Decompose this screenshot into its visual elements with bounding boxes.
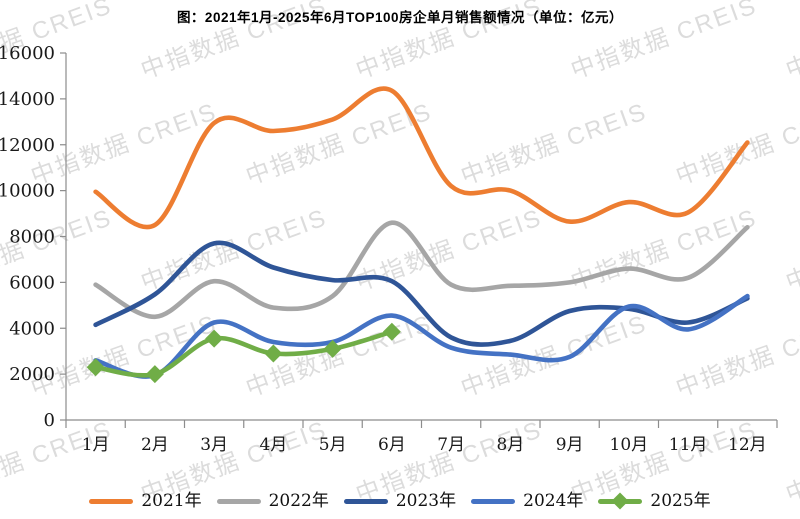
legend-label: 2021年: [141, 491, 202, 511]
series-marker-2025年: [145, 365, 164, 384]
y-tick-label: 2000: [9, 364, 55, 385]
series-line-2021年: [93, 86, 750, 230]
legend-label: 2024年: [523, 491, 584, 511]
legend-swatch-icon: [343, 499, 388, 504]
series-line-2024年: [93, 293, 750, 379]
sales-line-chart: 0 2000 4000 6000 8000 10000 12000 14000 16000 1月 2…: [0, 43, 778, 455]
y-tick-label: 0: [44, 410, 55, 431]
chart-legend: 2021年 2022年 2023年 2024年 2025年: [0, 493, 800, 510]
legend-swatch-icon: [216, 499, 261, 504]
y-tick-label: 8000: [9, 227, 55, 248]
x-tick-label: 11月: [669, 435, 708, 455]
series-marker-2025年: [382, 322, 401, 341]
series-line-2023年: [93, 240, 750, 347]
y-tick-label: 12000: [0, 135, 55, 156]
series-marker-2025年: [86, 358, 105, 377]
x-tick-label: 10月: [610, 435, 649, 455]
legend-item-2023年: 2023年: [343, 491, 457, 511]
x-tick-label: 9月: [556, 435, 584, 455]
y-tick-label: 6000: [9, 272, 55, 293]
series-line-2022年: [93, 220, 750, 320]
y-tick-label: 16000: [0, 43, 55, 64]
x-tick-label: 4月: [259, 435, 287, 455]
legend-label: 2025年: [650, 491, 711, 511]
legend-item-2024年: 2024年: [471, 493, 583, 510]
y-tick-label: 4000: [9, 318, 55, 339]
series-marker-2025年: [323, 339, 342, 358]
x-tick-label: 2月: [141, 435, 169, 455]
series-marker-2025年: [205, 329, 224, 348]
x-tick-label: 7月: [437, 435, 465, 455]
legend-swatch-icon: [598, 492, 643, 510]
y-tick-label: 10000: [0, 181, 55, 202]
legend-item-2022年: 2022年: [216, 491, 329, 511]
legend-label: 2022年: [268, 491, 329, 511]
x-tick-label: 8月: [496, 435, 524, 455]
legend-swatch-icon: [471, 499, 516, 504]
legend-diamond-icon: [611, 492, 629, 510]
legend-item-2021年: 2021年: [89, 491, 202, 511]
legend-item-2025年: 2025年: [598, 491, 711, 511]
x-tick-label: 5月: [319, 435, 347, 455]
legend-swatch-icon: [89, 499, 134, 504]
chart-title: 图：2021年1月-2025年6月TOP100房企单月销售额情况（单位：亿元）: [176, 10, 624, 25]
x-tick-label: 1月: [82, 435, 110, 455]
legend-label: 2023年: [395, 491, 457, 511]
x-tick-label: 12月: [728, 435, 767, 455]
x-tick-label: 6月: [378, 435, 406, 455]
y-tick-label: 14000: [0, 89, 55, 110]
x-tick-label: 3月: [200, 435, 228, 455]
series-marker-2025年: [264, 344, 283, 363]
